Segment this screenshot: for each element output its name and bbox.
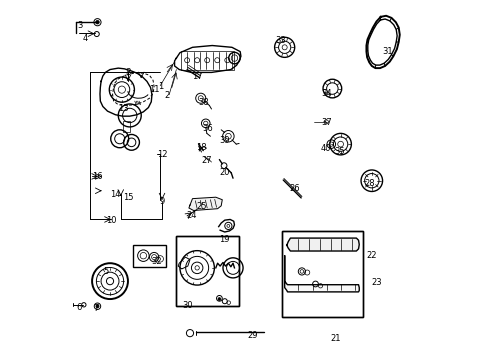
Circle shape <box>96 21 99 24</box>
Text: 29: 29 <box>246 332 257 341</box>
Text: 10: 10 <box>105 216 116 225</box>
Text: 23: 23 <box>371 278 382 287</box>
Text: 39: 39 <box>219 136 230 145</box>
Text: 31: 31 <box>382 47 392 56</box>
Text: 40: 40 <box>320 144 331 153</box>
Text: 35: 35 <box>333 147 344 156</box>
Text: 34: 34 <box>321 89 332 98</box>
Text: 32: 32 <box>151 257 162 266</box>
Text: 6: 6 <box>76 303 81 312</box>
Text: 14: 14 <box>110 190 121 199</box>
Polygon shape <box>100 68 152 116</box>
Circle shape <box>218 298 221 301</box>
Text: 30: 30 <box>182 301 192 310</box>
Text: 3: 3 <box>78 21 83 30</box>
Bar <box>180 51 233 69</box>
Text: 15: 15 <box>122 193 133 202</box>
Text: 22: 22 <box>366 251 376 260</box>
Text: 21: 21 <box>330 334 341 343</box>
Bar <box>175 236 239 306</box>
Text: 9: 9 <box>159 197 164 206</box>
Bar <box>282 231 362 317</box>
Text: 13: 13 <box>118 104 128 113</box>
Text: 7: 7 <box>93 304 98 313</box>
Text: 33: 33 <box>274 36 285 45</box>
Text: 1: 1 <box>157 82 163 91</box>
Text: 20: 20 <box>219 168 229 177</box>
Text: 37: 37 <box>320 118 331 127</box>
Text: 28: 28 <box>363 179 374 188</box>
Text: 24: 24 <box>186 211 196 220</box>
Text: 19: 19 <box>219 235 229 244</box>
Polygon shape <box>284 256 359 292</box>
Text: 4: 4 <box>82 34 87 43</box>
Bar <box>123 121 129 132</box>
Text: 36: 36 <box>202 123 213 132</box>
Text: 38: 38 <box>198 98 208 107</box>
Text: 2: 2 <box>164 91 170 100</box>
Text: 26: 26 <box>289 184 300 193</box>
Polygon shape <box>218 220 234 232</box>
Text: 5: 5 <box>103 267 109 276</box>
Polygon shape <box>286 238 359 251</box>
Bar <box>133 244 166 267</box>
Text: 12: 12 <box>157 150 167 159</box>
Text: 8: 8 <box>125 68 130 77</box>
Bar <box>282 231 362 317</box>
Text: 27: 27 <box>201 156 212 165</box>
Bar <box>175 236 239 306</box>
Text: 25: 25 <box>196 202 206 211</box>
Text: 17: 17 <box>192 72 203 81</box>
Polygon shape <box>188 197 222 211</box>
Circle shape <box>96 305 99 308</box>
Polygon shape <box>174 45 241 72</box>
Text: 16: 16 <box>92 172 102 181</box>
Text: 18: 18 <box>196 143 206 152</box>
Text: 11: 11 <box>148 85 159 94</box>
